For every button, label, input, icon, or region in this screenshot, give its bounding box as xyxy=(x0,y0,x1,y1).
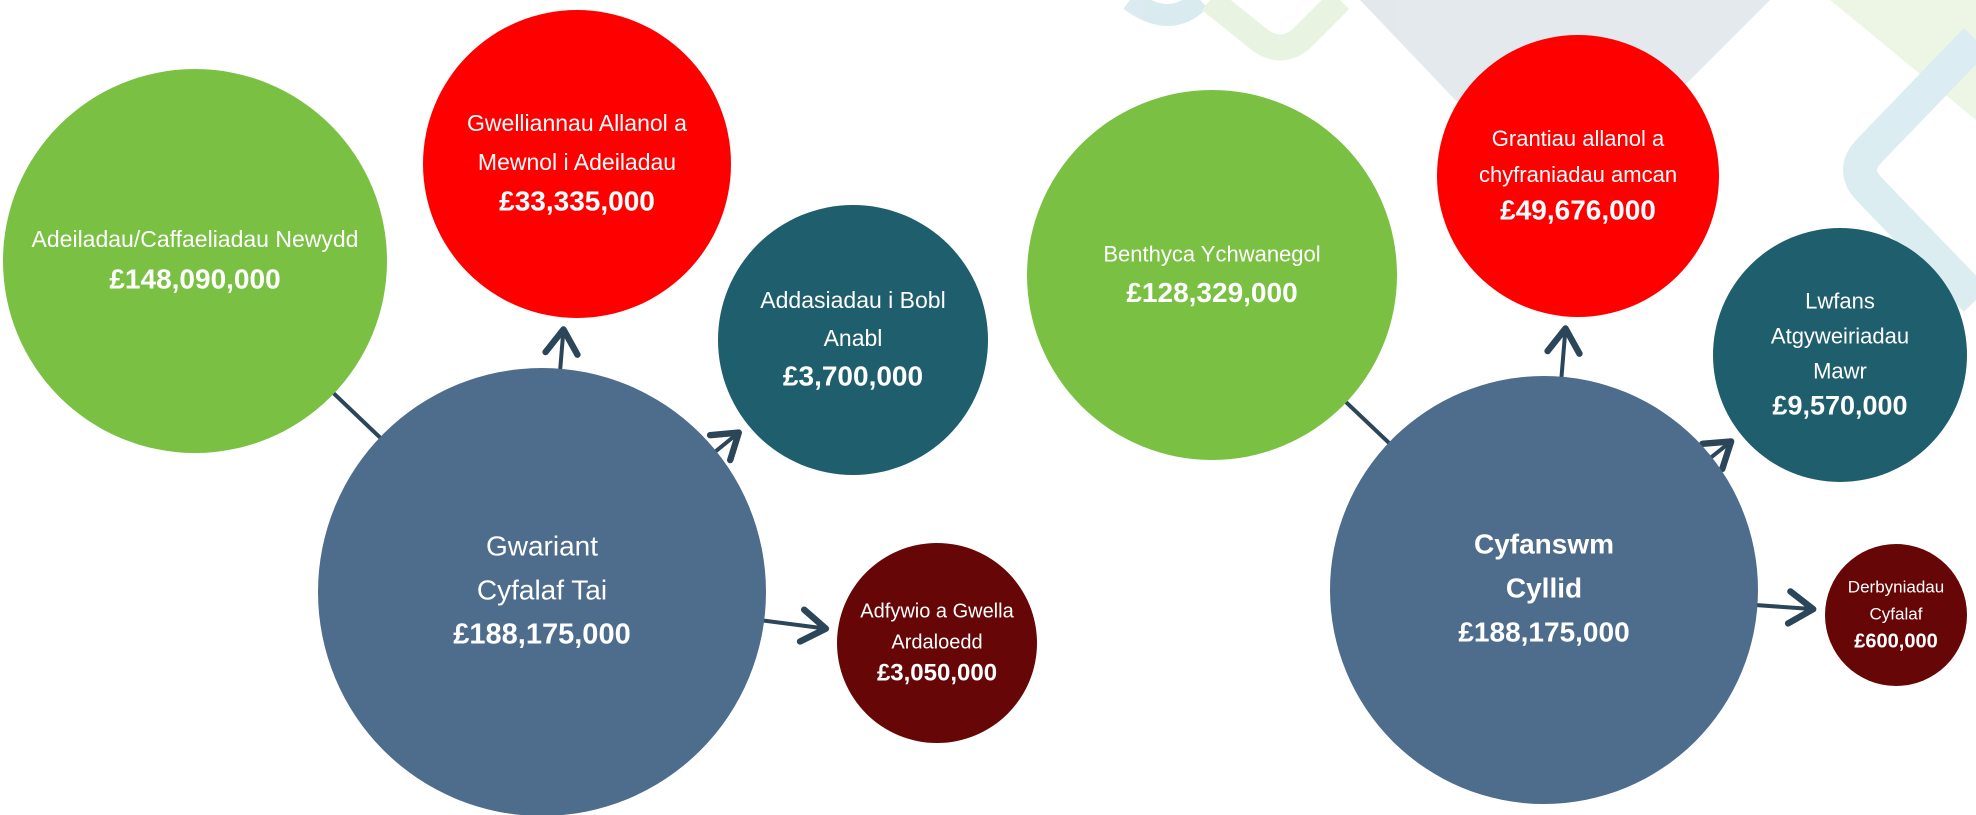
node-amount: £128,329,000 xyxy=(1126,277,1297,308)
node: Addasiadau i Bobl Anabl £3,700,000 xyxy=(718,205,988,475)
node-label: Atgyweiriadau xyxy=(1771,323,1909,348)
node-circle xyxy=(718,205,988,475)
node-circle xyxy=(1330,376,1758,804)
node-amount: £188,175,000 xyxy=(1458,616,1629,647)
node-label: Derbyniadau xyxy=(1848,577,1944,596)
node: Gwariant Cyfalaf Tai £188,175,000 xyxy=(318,368,766,815)
arrow xyxy=(1751,588,1817,627)
node: Adeiladau/Caffaeliadau Newydd £148,090,00… xyxy=(3,69,387,453)
node-amount: £33,335,000 xyxy=(499,185,655,216)
node-label: Grantiau allanol a xyxy=(1492,126,1665,151)
node: Gwelliannau Allanol a Mewnol i Adeiladau £… xyxy=(423,10,731,318)
node-label: Ardaloedd xyxy=(891,631,982,653)
node: Cyfanswm Cyllid £188,175,000 xyxy=(1330,376,1758,804)
node-label: Cyfanswm xyxy=(1474,528,1614,559)
node-label: Benthyca Ychwanegol xyxy=(1103,241,1320,266)
connector-line xyxy=(1341,397,1394,448)
node-label: Mawr xyxy=(1813,358,1867,383)
node-label: Adfywio a Gwella xyxy=(860,600,1014,622)
connector-line xyxy=(329,388,385,443)
connectors xyxy=(329,325,1817,645)
node-label: Cyfalaf Tai xyxy=(477,574,607,605)
node-label: Adeiladau/Caffaeliadau Newydd xyxy=(32,226,359,252)
nodes: Adeiladau/Caffaeliadau Newydd £148,090,00… xyxy=(3,10,1967,815)
node-amount: £600,000 xyxy=(1854,630,1937,652)
node-circle xyxy=(837,543,1037,743)
node-circle xyxy=(1437,35,1719,317)
node-label: Mewnol i Adeiladau xyxy=(478,149,676,175)
node-amount: £9,570,000 xyxy=(1772,391,1907,421)
node: Grantiau allanol a chyfraniadau amcan £49,… xyxy=(1437,35,1719,317)
node-amount: £148,090,000 xyxy=(109,263,280,294)
arrow xyxy=(706,429,742,464)
node: Lwfans Atgyweiriadau Mawr £9,570,000 xyxy=(1713,228,1967,482)
node-label: Gwelliannau Allanol a xyxy=(467,110,687,136)
node-label: Addasiadau i Bobl xyxy=(760,287,945,313)
node-label: Anabl xyxy=(824,325,883,351)
arrow xyxy=(1699,438,1735,473)
node: Benthyca Ychwanegol £128,329,000 xyxy=(1027,90,1397,460)
node: Adfywio a Gwella Ardaloedd £3,050,000 xyxy=(837,543,1037,743)
node-amount: £3,050,000 xyxy=(877,659,997,686)
node-circle xyxy=(1825,544,1967,686)
node-label: Lwfans xyxy=(1805,288,1875,313)
arrow xyxy=(542,326,581,375)
node-label: Cyfalaf xyxy=(1870,604,1923,623)
node-circle xyxy=(318,368,766,815)
node-amount: £3,700,000 xyxy=(783,360,923,391)
node-circle xyxy=(1027,90,1397,460)
arrow xyxy=(758,606,830,645)
arrow xyxy=(1544,325,1583,383)
node-amount: £49,676,000 xyxy=(1500,194,1656,225)
node-label: chyfraniadau amcan xyxy=(1479,162,1677,187)
node-amount: £188,175,000 xyxy=(453,619,630,651)
node-label: Gwariant xyxy=(486,530,598,561)
node-circle xyxy=(423,10,731,318)
node-circle xyxy=(3,69,387,453)
node: Derbyniadau Cyfalaf £600,000 xyxy=(1825,544,1967,686)
node-circle xyxy=(1713,228,1967,482)
node-label: Cyllid xyxy=(1506,572,1582,603)
